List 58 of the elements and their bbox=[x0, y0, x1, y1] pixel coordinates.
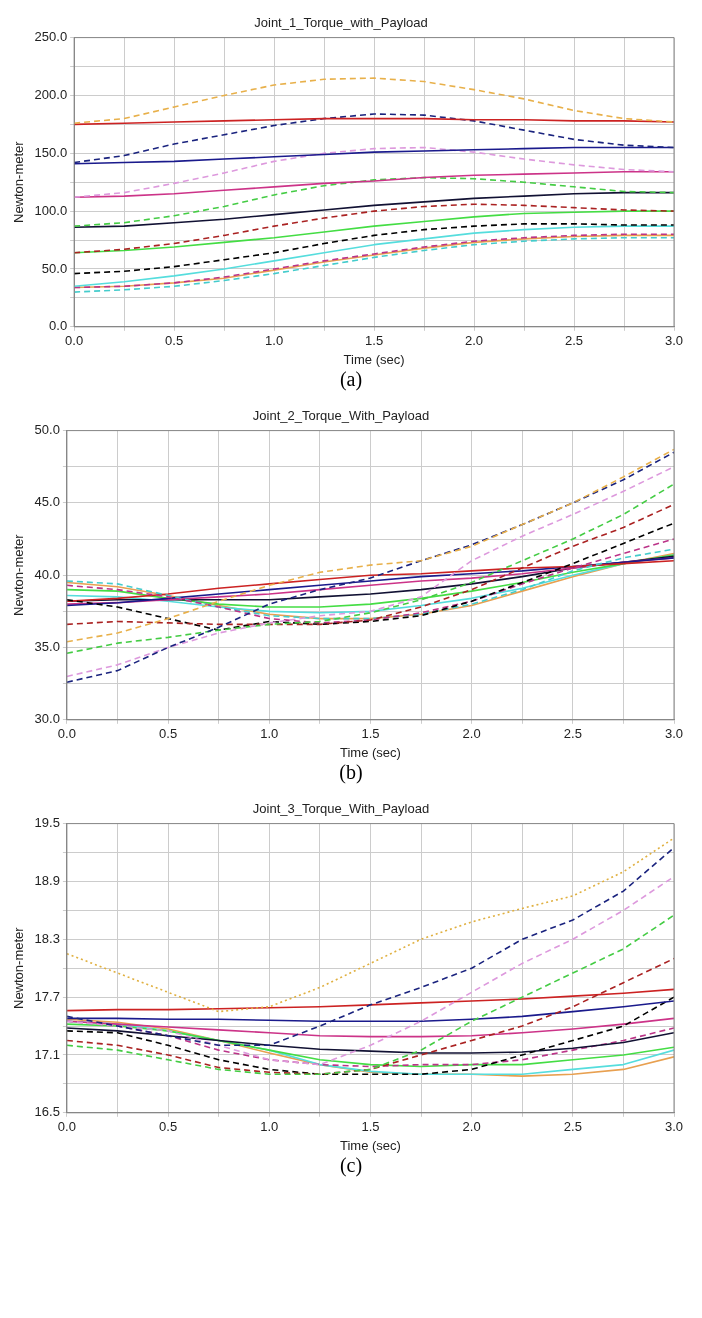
line-series bbox=[66, 837, 674, 1013]
chart-title: Joint_3_Torque_With_Payload bbox=[252, 801, 430, 817]
y-tick-label: 150.0 bbox=[34, 144, 68, 160]
chart-title: Joint_2_Torque_With_Payload bbox=[252, 408, 430, 424]
x-tick-label: 3.0 bbox=[664, 333, 684, 349]
y-tick-label: 16.5 bbox=[34, 1104, 60, 1120]
y-tick-label: 19.5 bbox=[34, 815, 60, 831]
y-tick-label: 35.0 bbox=[34, 639, 60, 655]
x-tick-label: 1.0 bbox=[260, 1119, 279, 1135]
x-tick-label: 1.0 bbox=[265, 333, 284, 349]
x-tick-label: 2.0 bbox=[465, 333, 484, 349]
text: (a) bbox=[338, 368, 364, 391]
line-series bbox=[66, 846, 674, 1047]
x-tick-label: 0.0 bbox=[65, 333, 84, 349]
y-tick-label: 17.7 bbox=[34, 988, 60, 1004]
line-series bbox=[66, 503, 674, 626]
y-tick-label: 0.0 bbox=[49, 318, 68, 334]
line-series bbox=[66, 483, 674, 655]
y-tick-label: 18.3 bbox=[34, 930, 60, 946]
x-axis-title: Time (sec) bbox=[340, 744, 401, 760]
line-series bbox=[66, 996, 674, 1076]
x-tick-label: 1.5 bbox=[361, 1119, 380, 1135]
y-tick-label: 17.1 bbox=[34, 1046, 60, 1062]
y-axis-title: Newton-meter bbox=[11, 533, 27, 617]
x-tick-label: 2.5 bbox=[563, 726, 582, 742]
x-tick-label: 2.0 bbox=[462, 726, 481, 742]
x-tick-label: 2.5 bbox=[563, 1119, 582, 1135]
x-tick-label: 1.5 bbox=[361, 726, 380, 742]
line-series bbox=[66, 914, 674, 1076]
x-tick-label: 3.0 bbox=[664, 1119, 684, 1135]
x-tick-label: 2.0 bbox=[462, 1119, 481, 1135]
x-tick-label: 0.5 bbox=[165, 333, 184, 349]
text: (b) bbox=[338, 761, 364, 784]
y-axis-title: Newton-meter bbox=[11, 140, 27, 224]
x-tick-label: 1.0 bbox=[260, 726, 279, 742]
x-axis-title: Time (sec) bbox=[340, 1137, 401, 1153]
y-tick-label: 30.0 bbox=[34, 711, 60, 727]
y-axis-title: Newton-meter bbox=[11, 926, 27, 1010]
x-tick-label: 3.0 bbox=[664, 726, 684, 742]
line-series bbox=[66, 875, 674, 1066]
y-tick-label: 45.0 bbox=[34, 494, 60, 510]
y-tick-label: 40.0 bbox=[34, 566, 60, 582]
y-tick-label: 200.0 bbox=[34, 87, 68, 103]
x-tick-label: 0.5 bbox=[159, 726, 178, 742]
text: (c) bbox=[338, 1154, 364, 1177]
line-series bbox=[66, 522, 674, 631]
y-tick-label: 18.9 bbox=[34, 873, 60, 889]
y-tick-label: 100.0 bbox=[34, 202, 68, 218]
y-tick-label: 50.0 bbox=[34, 422, 60, 438]
y-tick-label: 50.0 bbox=[41, 260, 68, 276]
chart-title: Joint_1_Torque_with_Payload bbox=[254, 15, 428, 31]
y-tick-label: 250.0 bbox=[34, 29, 68, 45]
line-series bbox=[66, 538, 674, 624]
line-series bbox=[66, 448, 674, 643]
x-tick-label: 0.5 bbox=[159, 1119, 178, 1135]
x-tick-label: 1.5 bbox=[365, 333, 384, 349]
x-tick-label: 2.5 bbox=[564, 333, 584, 349]
x-axis-title: Time (sec) bbox=[343, 351, 405, 367]
